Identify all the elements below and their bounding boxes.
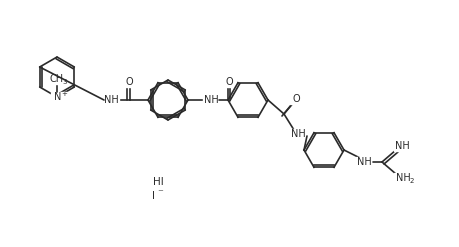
Bar [122, 77, 138, 87]
Text: ⁻: ⁻ [157, 188, 162, 198]
Bar [289, 129, 305, 139]
Text: NH: NH [203, 95, 218, 105]
Bar [49, 74, 69, 84]
Text: NH: NH [395, 173, 409, 183]
Text: HI: HI [152, 177, 163, 187]
Bar [289, 94, 302, 104]
Text: 2: 2 [409, 178, 413, 184]
Bar [51, 92, 67, 102]
Text: NH: NH [394, 141, 409, 151]
Text: O: O [291, 94, 299, 104]
Bar [355, 157, 371, 167]
Text: NH: NH [356, 157, 370, 167]
Text: I: I [152, 191, 155, 201]
Text: O: O [225, 77, 232, 87]
Bar [223, 77, 235, 87]
Text: O: O [125, 77, 133, 87]
Bar [202, 95, 218, 105]
Text: NH: NH [290, 129, 305, 139]
Bar [393, 173, 413, 183]
Text: 3: 3 [62, 79, 67, 85]
Bar [393, 141, 409, 151]
Text: CH: CH [50, 74, 64, 84]
Bar [103, 95, 119, 105]
Text: +: + [61, 91, 67, 97]
Text: NH: NH [103, 95, 118, 105]
Text: N: N [54, 92, 62, 102]
